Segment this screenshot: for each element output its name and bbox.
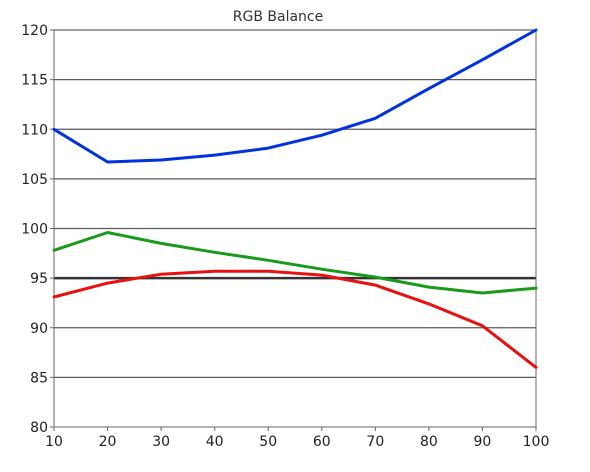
series-line-1 <box>52 231 538 295</box>
y-tick-label-105: 105 <box>21 172 48 188</box>
x-tick-label-40: 40 <box>206 434 224 450</box>
series-line-2 <box>52 269 538 369</box>
y-tick-label-90: 90 <box>30 321 48 337</box>
y-tick-label-85: 85 <box>30 370 48 386</box>
y-tick-label-115: 115 <box>21 73 48 89</box>
x-tick-label-70: 70 <box>366 434 384 450</box>
y-tick-label-95: 95 <box>30 271 48 287</box>
y-tick-label-120: 120 <box>21 23 48 39</box>
x-tick-label-10: 10 <box>45 434 63 450</box>
y-tick-label-100: 100 <box>21 222 48 238</box>
y-tick-label-110: 110 <box>21 122 48 138</box>
chart-title: RGB Balance <box>233 9 323 25</box>
series-group <box>52 28 538 369</box>
y-axis: 80 85 90 95 100 105 110 115 120 <box>21 23 54 436</box>
series-line-0 <box>52 28 538 164</box>
x-axis: 10 20 30 40 50 60 70 80 90 100 <box>45 427 549 450</box>
x-tick-label-100: 100 <box>523 434 550 450</box>
y-tick-label-80: 80 <box>30 420 48 436</box>
x-tick-label-80: 80 <box>420 434 438 450</box>
x-tick-label-30: 30 <box>152 434 170 450</box>
grid-lines <box>54 29 536 379</box>
x-tick-label-20: 20 <box>99 434 117 450</box>
x-tick-label-90: 90 <box>474 434 492 450</box>
x-tick-label-50: 50 <box>259 434 277 450</box>
x-tick-label-60: 60 <box>313 434 331 450</box>
